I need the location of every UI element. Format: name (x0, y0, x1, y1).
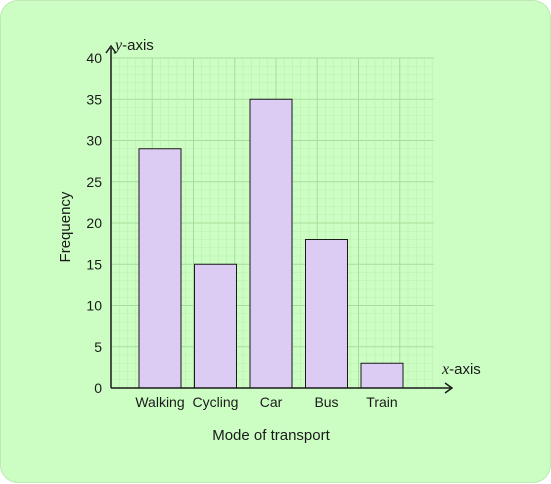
bar-bus (305, 239, 348, 389)
y-axis-title: Frequency (57, 191, 74, 262)
bar-train (360, 362, 404, 389)
y-tick-label: 35 (86, 91, 102, 107)
y-axis-arrowhead (105, 44, 117, 54)
x-axis-name: x-axis (441, 361, 481, 378)
y-tick-label: 5 (94, 339, 102, 355)
y-tick-label: 25 (86, 174, 102, 190)
y-tick-labels: 0 5 10 15 20 25 30 35 40 (86, 50, 102, 396)
bar-cycling (194, 263, 237, 389)
x-tick-label-bus: Bus (314, 394, 338, 410)
y-tick-label: 30 (86, 133, 102, 149)
axes (105, 44, 454, 394)
x-tick-label-train: Train (366, 394, 397, 410)
x-axis-arrowhead (444, 382, 454, 394)
x-tick-label-car: Car (260, 394, 283, 410)
y-tick-label: 15 (86, 256, 102, 272)
x-axis-title: Mode of transport (212, 427, 330, 444)
bar-walking (138, 148, 182, 389)
y-tick-label: 40 (86, 50, 102, 66)
y-tick-label: 20 (86, 215, 102, 231)
x-tick-labels: Walking Cycling Car Bus Train (135, 394, 397, 410)
y-tick-label: 10 (86, 298, 102, 314)
y-tick-label: 0 (94, 380, 102, 396)
x-tick-label-cycling: Cycling (193, 394, 239, 410)
bars (138, 98, 404, 389)
y-axis-name: y-axis (113, 37, 154, 54)
bar-car (249, 98, 293, 389)
x-tick-label-walking: Walking (135, 394, 184, 410)
